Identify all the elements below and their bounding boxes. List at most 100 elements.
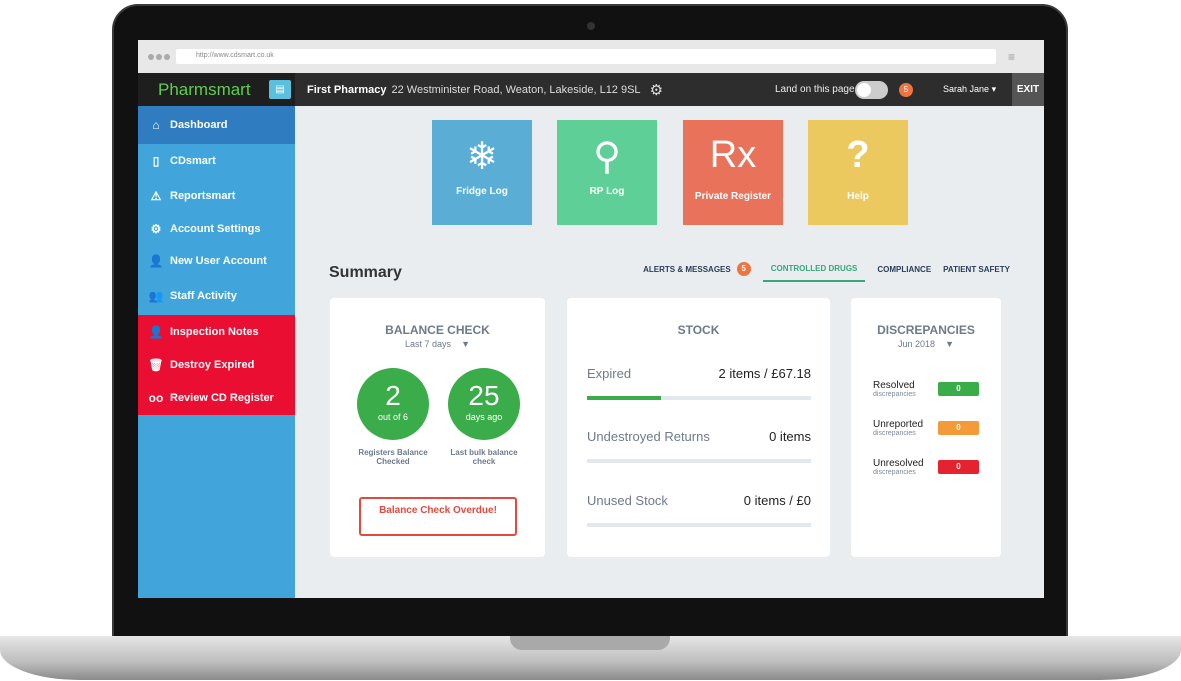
stock-progress <box>587 396 811 400</box>
url-text: http://www.cdsmart.co.uk <box>196 52 274 59</box>
sidebar-item-new-user-account[interactable]: 👤 New User Account <box>138 245 295 277</box>
gear-icon: ⚙ <box>150 222 162 236</box>
dropdown-icon: ▼ <box>461 339 470 349</box>
discrepancy-count: 0 <box>938 421 979 435</box>
sidebar-item-label: Reportsmart <box>170 189 236 202</box>
sidebar-item-destroy-expired[interactable]: 🗑 Destroy Expired <box>138 348 295 381</box>
stock-progress <box>587 523 811 527</box>
sidebar-item-label: Review CD Register <box>170 391 274 404</box>
window-dot[interactable] <box>164 54 170 60</box>
balance-overdue-button[interactable]: Balance Check Overdue! <box>359 497 517 536</box>
sidebar-item-staff-activity[interactable]: 👥 Staff Activity <box>138 277 295 315</box>
card-title: BALANCE CHECK <box>385 323 490 337</box>
sidebar-item-label: New User Account <box>170 255 267 267</box>
rx-icon: Rx <box>709 134 757 176</box>
tile-private-register[interactable]: Rx Private Register <box>683 120 783 225</box>
user-icon: ⚲ <box>593 136 621 178</box>
discrepancy-resolved[interactable]: Resolved discrepancies 0 <box>873 380 979 398</box>
stock-progress <box>587 459 811 463</box>
sidebar-alert-group <box>138 315 295 415</box>
tab-alerts-messages[interactable]: ALERTS & MESSAGES 5 <box>643 260 751 282</box>
sidebar-item-label: Inspection Notes <box>170 326 259 338</box>
notification-badge[interactable]: 5 <box>899 83 913 97</box>
dropdown-icon: ▼ <box>945 339 954 349</box>
sidebar-item-review-cd-register[interactable]: oo Review CD Register <box>138 381 295 414</box>
discrepancies-card: DISCREPANCIES Jun 2018 ▼ Resolved discrep… <box>851 298 1001 557</box>
browser-menu-icon[interactable]: ≡ <box>1008 50 1016 64</box>
tile-help[interactable]: ? Help <box>808 120 908 225</box>
last-check-circle: 25 days ago <box>448 368 520 440</box>
pharmacy-address: 22 Westminister Road, Weaton, Lakeside, … <box>391 83 641 96</box>
discrepancy-label: Unresolved <box>873 458 924 469</box>
tab-patient-safety[interactable]: PATIENT SAFETY <box>943 260 1010 282</box>
discrepancy-unreported[interactable]: Unreported discrepancies 0 <box>873 419 979 437</box>
period-value: Last 7 days <box>405 339 452 349</box>
land-toggle[interactable] <box>855 81 888 99</box>
pharmacy-name: First Pharmacy <box>307 83 387 96</box>
tab-label: ALERTS & MESSAGES <box>643 264 731 274</box>
sidebar-toggle-button[interactable]: ▤ <box>269 80 291 99</box>
user-menu[interactable]: Sarah Jane ▾ <box>943 84 996 95</box>
stock-label: Undestroyed Returns <box>587 429 710 444</box>
exit-button[interactable]: EXIT <box>1012 73 1044 106</box>
discrepancy-unresolved[interactable]: Unresolved discrepancies 0 <box>873 458 979 476</box>
stock-label: Unused Stock <box>587 493 668 508</box>
sidebar-item-account-settings[interactable]: ⚙ Account Settings <box>138 213 295 245</box>
user-name: Sarah Jane <box>943 84 990 94</box>
url-bar[interactable]: http://www.cdsmart.co.uk <box>176 49 996 64</box>
days-sub: days ago <box>465 412 503 422</box>
tab-label: PATIENT SAFETY <box>943 264 1010 274</box>
help-icon: ? <box>846 134 870 176</box>
period-value: Jun 2018 <box>898 339 936 349</box>
balance-check-card: BALANCE CHECK Last 7 days ▼ 2 out of 6 25… <box>330 298 545 557</box>
tile-rp-log[interactable]: ⚲ RP Log <box>557 120 657 225</box>
tab-compliance[interactable]: COMPLIANCE <box>877 260 931 282</box>
tile-fridge-log[interactable]: ❄ Fridge Log <box>432 120 532 225</box>
window-dot[interactable] <box>148 54 154 60</box>
sidebar-item-label: Account Settings <box>170 223 261 235</box>
tile-label: Fridge Log <box>456 186 508 197</box>
window-dot[interactable] <box>156 54 162 60</box>
gear-icon[interactable]: ⚙ <box>649 81 664 99</box>
tab-controlled-drugs[interactable]: CONTROLLED DRUGS <box>762 260 866 282</box>
period-select[interactable]: Last 7 days ▼ <box>330 339 545 349</box>
sidebar-item-label: CDsmart <box>170 155 216 167</box>
sidebar-item-inspection-notes[interactable]: 👤 Inspection Notes <box>138 316 295 348</box>
checked-sub: out of 6 <box>377 412 409 422</box>
sidebar-item-label: Staff Activity <box>170 290 237 302</box>
card-title: STOCK <box>677 323 720 337</box>
tab-label: COMPLIANCE <box>877 264 932 274</box>
card-title: DISCREPANCIES <box>877 323 975 337</box>
land-label: Land on this page <box>775 84 855 95</box>
pharmacy-info: First Pharmacy 22 Westminister Road, Weat… <box>307 73 663 106</box>
screen: http://www.cdsmart.co.uk ≡ Pharmsmart ▤ … <box>138 40 1044 598</box>
tab-label: CONTROLLED DRUGS <box>770 263 858 273</box>
sidebar-item-label: Destroy Expired <box>170 358 255 371</box>
sidebar-item-dashboard[interactable]: ⌂ Dashboard <box>138 106 295 144</box>
browser-bar: http://www.cdsmart.co.uk ≡ <box>138 40 1044 73</box>
group-icon: 👥 <box>148 289 164 303</box>
stock-value: 0 items <box>769 429 811 444</box>
discrepancy-sub: discrepancies <box>873 430 916 437</box>
discrepancy-label: Resolved <box>873 380 915 391</box>
logo[interactable]: Pharmsmart <box>158 80 251 99</box>
period-select[interactable]: Jun 2018 ▼ <box>851 339 1001 349</box>
warning-icon: ⚠ <box>150 188 162 203</box>
top-header: First Pharmacy 22 Westminister Road, Weat… <box>295 73 1044 106</box>
discrepancy-count: 0 <box>938 460 979 474</box>
inspector-icon: 👤 <box>148 325 164 339</box>
discrepancy-sub: discrepancies <box>873 469 916 476</box>
summary-title: Summary <box>329 264 402 281</box>
sidebar: ⌂ Dashboard ▯ CDsmart ⚠ Reportsmart ⚙ Accoun… <box>138 106 295 598</box>
alerts-badge: 5 <box>736 262 751 276</box>
stock-value: 2 items / £67.18 <box>718 366 812 381</box>
checked-count: 2 <box>385 380 401 411</box>
sidebar-item-label: Dashboard <box>170 119 228 131</box>
discrepancy-sub: discrepancies <box>873 391 916 398</box>
summary-tabs: ALERTS & MESSAGES 5 CONTROLLED DRUGS COMP… <box>578 260 1010 282</box>
bottles-icon: ▯ <box>152 154 160 168</box>
sidebar-item-cdsmart[interactable]: ▯ CDsmart <box>138 144 295 178</box>
trash-icon: 🗑 <box>148 357 164 372</box>
sidebar-item-reportsmart[interactable]: ⚠ Reportsmart <box>138 178 295 213</box>
glasses-icon: oo <box>148 390 164 405</box>
